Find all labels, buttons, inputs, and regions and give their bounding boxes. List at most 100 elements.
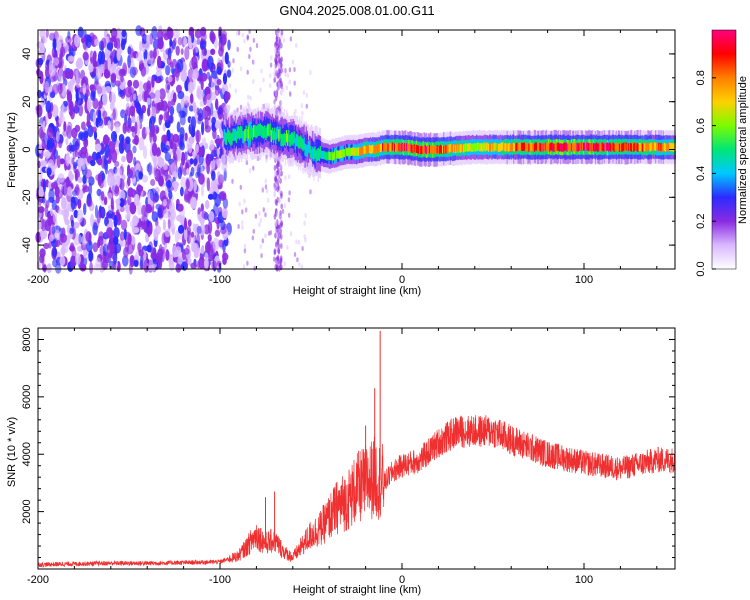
noise-speckle bbox=[173, 180, 177, 188]
noise-speckle bbox=[209, 30, 215, 42]
noise-speckle bbox=[122, 255, 129, 267]
ridge-cell bbox=[600, 142, 602, 151]
ridge-cell bbox=[232, 128, 234, 141]
noise-speckle bbox=[291, 59, 295, 65]
noise-speckle bbox=[123, 228, 127, 241]
ridge-cell bbox=[379, 144, 382, 153]
noise-speckle bbox=[288, 212, 291, 218]
noise-speckle bbox=[174, 230, 180, 244]
noise-speckle bbox=[231, 178, 234, 184]
ridge-cell bbox=[257, 123, 259, 137]
ridge-cell bbox=[401, 142, 403, 151]
ridge-cell bbox=[355, 147, 358, 156]
figure-title: GN04.2025.008.01.00.G11 bbox=[279, 3, 434, 18]
noise-speckle bbox=[115, 198, 121, 205]
noise-speckle bbox=[207, 55, 214, 70]
ridge-cell bbox=[281, 133, 283, 147]
noise-speckle bbox=[293, 80, 296, 86]
spectrogram-image bbox=[35, 25, 676, 275]
ridge-cell bbox=[261, 125, 264, 138]
noise-speckle bbox=[164, 228, 171, 238]
ridge-cell bbox=[264, 125, 266, 138]
noise-speckle bbox=[217, 174, 225, 185]
noise-speckle bbox=[279, 228, 283, 235]
ridge-cell bbox=[511, 143, 514, 152]
ridge-cell bbox=[501, 142, 503, 151]
ridge-cell bbox=[246, 129, 248, 142]
noise-speckle bbox=[165, 180, 172, 189]
noise-speckle bbox=[237, 224, 240, 229]
ridge-cell bbox=[536, 142, 538, 151]
snr-frame bbox=[37, 327, 676, 570]
ridge-cell bbox=[354, 147, 357, 156]
noise-speckle bbox=[150, 126, 154, 138]
noise-speckle bbox=[309, 69, 312, 75]
ridge-cell bbox=[291, 132, 293, 145]
ridge-cell bbox=[570, 143, 573, 152]
noise-speckle bbox=[266, 188, 269, 194]
noise-speckle bbox=[152, 194, 157, 204]
ridge-cell bbox=[321, 150, 324, 159]
noise-speckle bbox=[220, 220, 226, 231]
noise-speckle bbox=[277, 258, 280, 265]
noise-speckle bbox=[115, 80, 121, 87]
noise-speckle bbox=[88, 64, 94, 73]
noise-speckle bbox=[205, 241, 211, 255]
ridge-cell bbox=[342, 149, 345, 158]
ridge-cell bbox=[538, 143, 540, 152]
noise-speckle bbox=[187, 35, 192, 48]
ridge-cell bbox=[375, 144, 377, 153]
noise-speckle bbox=[82, 51, 89, 61]
ridge-cell bbox=[421, 145, 423, 154]
ridge-cell bbox=[646, 142, 648, 151]
ridge-cell bbox=[248, 123, 251, 136]
ridge-cell bbox=[531, 143, 533, 152]
ridge-cell bbox=[580, 142, 583, 151]
noise-speckle bbox=[279, 163, 283, 170]
noise-speckle bbox=[174, 250, 180, 258]
ridge-cell bbox=[362, 146, 364, 155]
noise-speckle bbox=[121, 155, 126, 163]
ridge-cell bbox=[637, 143, 639, 152]
ridge-cell bbox=[280, 134, 282, 147]
noise-speckle bbox=[103, 179, 107, 188]
noise-speckle bbox=[93, 130, 98, 141]
noise-speckle bbox=[213, 202, 219, 217]
noise-speckle bbox=[274, 221, 277, 228]
noise-speckle bbox=[159, 114, 164, 121]
noise-speckle bbox=[126, 149, 133, 164]
noise-speckle bbox=[101, 37, 107, 49]
noise-speckle bbox=[129, 167, 136, 179]
noise-speckle bbox=[141, 90, 148, 102]
ridge-cell bbox=[404, 142, 407, 151]
noise-speckle bbox=[157, 55, 162, 69]
noise-speckle bbox=[228, 231, 231, 237]
noise-speckle bbox=[187, 219, 192, 227]
noise-speckle bbox=[297, 239, 301, 245]
y-tick-label: -20 bbox=[21, 189, 33, 205]
ridge-cell bbox=[509, 143, 512, 152]
ridge-cell bbox=[527, 142, 529, 151]
noise-speckle bbox=[216, 78, 222, 86]
noise-speckle bbox=[41, 138, 46, 151]
noise-speckle bbox=[65, 153, 70, 167]
noise-speckle bbox=[197, 90, 204, 101]
noise-speckle bbox=[107, 120, 112, 129]
noise-speckle bbox=[85, 82, 90, 94]
ridge-cell bbox=[428, 145, 431, 154]
ridge-cell bbox=[343, 149, 346, 158]
noise-speckle bbox=[210, 102, 214, 116]
ridge-cell bbox=[307, 141, 310, 154]
ridge-cell bbox=[552, 143, 554, 152]
noise-speckle bbox=[73, 161, 78, 170]
noise-speckle bbox=[120, 240, 127, 247]
noise-speckle bbox=[67, 55, 75, 62]
noise-speckle bbox=[279, 77, 283, 84]
noise-speckle bbox=[127, 54, 131, 69]
snr-y-label: SNR (10 * v/v) bbox=[6, 417, 18, 487]
noise-speckle bbox=[134, 169, 141, 182]
noise-speckle bbox=[90, 213, 94, 227]
ridge-cell bbox=[577, 143, 579, 152]
ridge-cell bbox=[574, 142, 576, 151]
